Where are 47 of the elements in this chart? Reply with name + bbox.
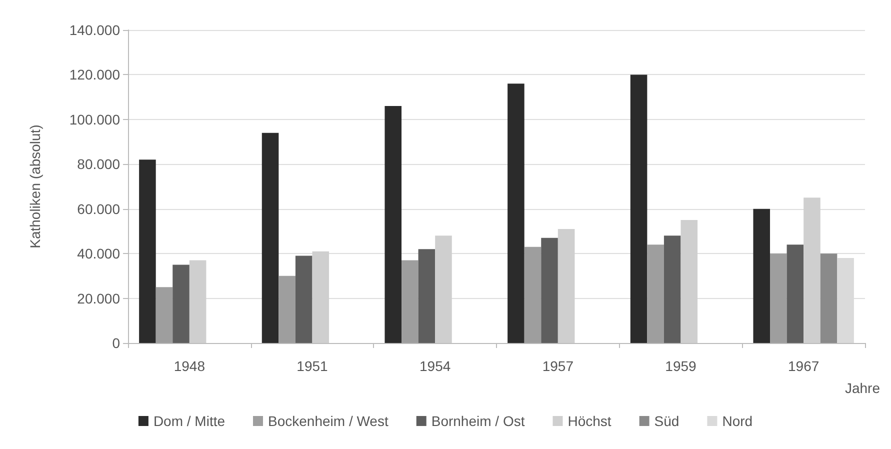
bar [786,244,804,343]
x-tick-label: 1967 [788,358,820,374]
bar [804,198,820,343]
x-tick-label: 1959 [665,358,697,374]
y-axis-title: Katholiken (absolut) [27,124,43,248]
y-tick-label: 40.000 [77,246,120,262]
bar [664,236,681,343]
bar [139,160,156,343]
bar [630,74,648,343]
y-tick-label: 0 [112,335,120,351]
x-tick-label: 1954 [420,358,451,374]
bar [647,244,664,343]
y-tick-label: 80.000 [77,156,120,172]
bar [312,251,330,343]
bar [770,254,787,343]
bar [820,254,838,343]
legend-label: Dom / Mitte [153,413,226,429]
bar [384,106,402,343]
x-tick-label: 1948 [174,358,206,374]
y-tick-label: 120.000 [69,66,120,83]
bar [156,287,173,343]
y-tick-label: 100.000 [69,111,120,128]
bar [508,84,524,343]
bar [541,238,558,343]
bar [278,276,296,343]
y-tick-label: 20.000 [77,290,120,306]
x-axis-title: Jahre [844,380,880,396]
y-tick-label: 60.000 [77,200,120,217]
bar [435,236,452,343]
bar [680,220,698,343]
legend-label: Höchst [568,413,612,429]
bar [295,256,312,343]
bar [524,246,542,343]
bar [753,208,770,343]
bar [418,249,436,343]
bar [172,264,190,343]
legend-label: Süd [654,413,680,429]
bar [558,228,575,343]
x-tick-label: 1957 [542,358,574,374]
bar [189,260,206,343]
bar [262,132,279,343]
x-tick-label: 1951 [296,358,328,374]
legend-label: Bockenheim / West [268,413,388,429]
legend-label: Bornheim / Ost [431,413,525,429]
y-tick-label: 140.000 [69,22,120,38]
legend-label: Nord [722,413,753,429]
bar [402,260,418,343]
